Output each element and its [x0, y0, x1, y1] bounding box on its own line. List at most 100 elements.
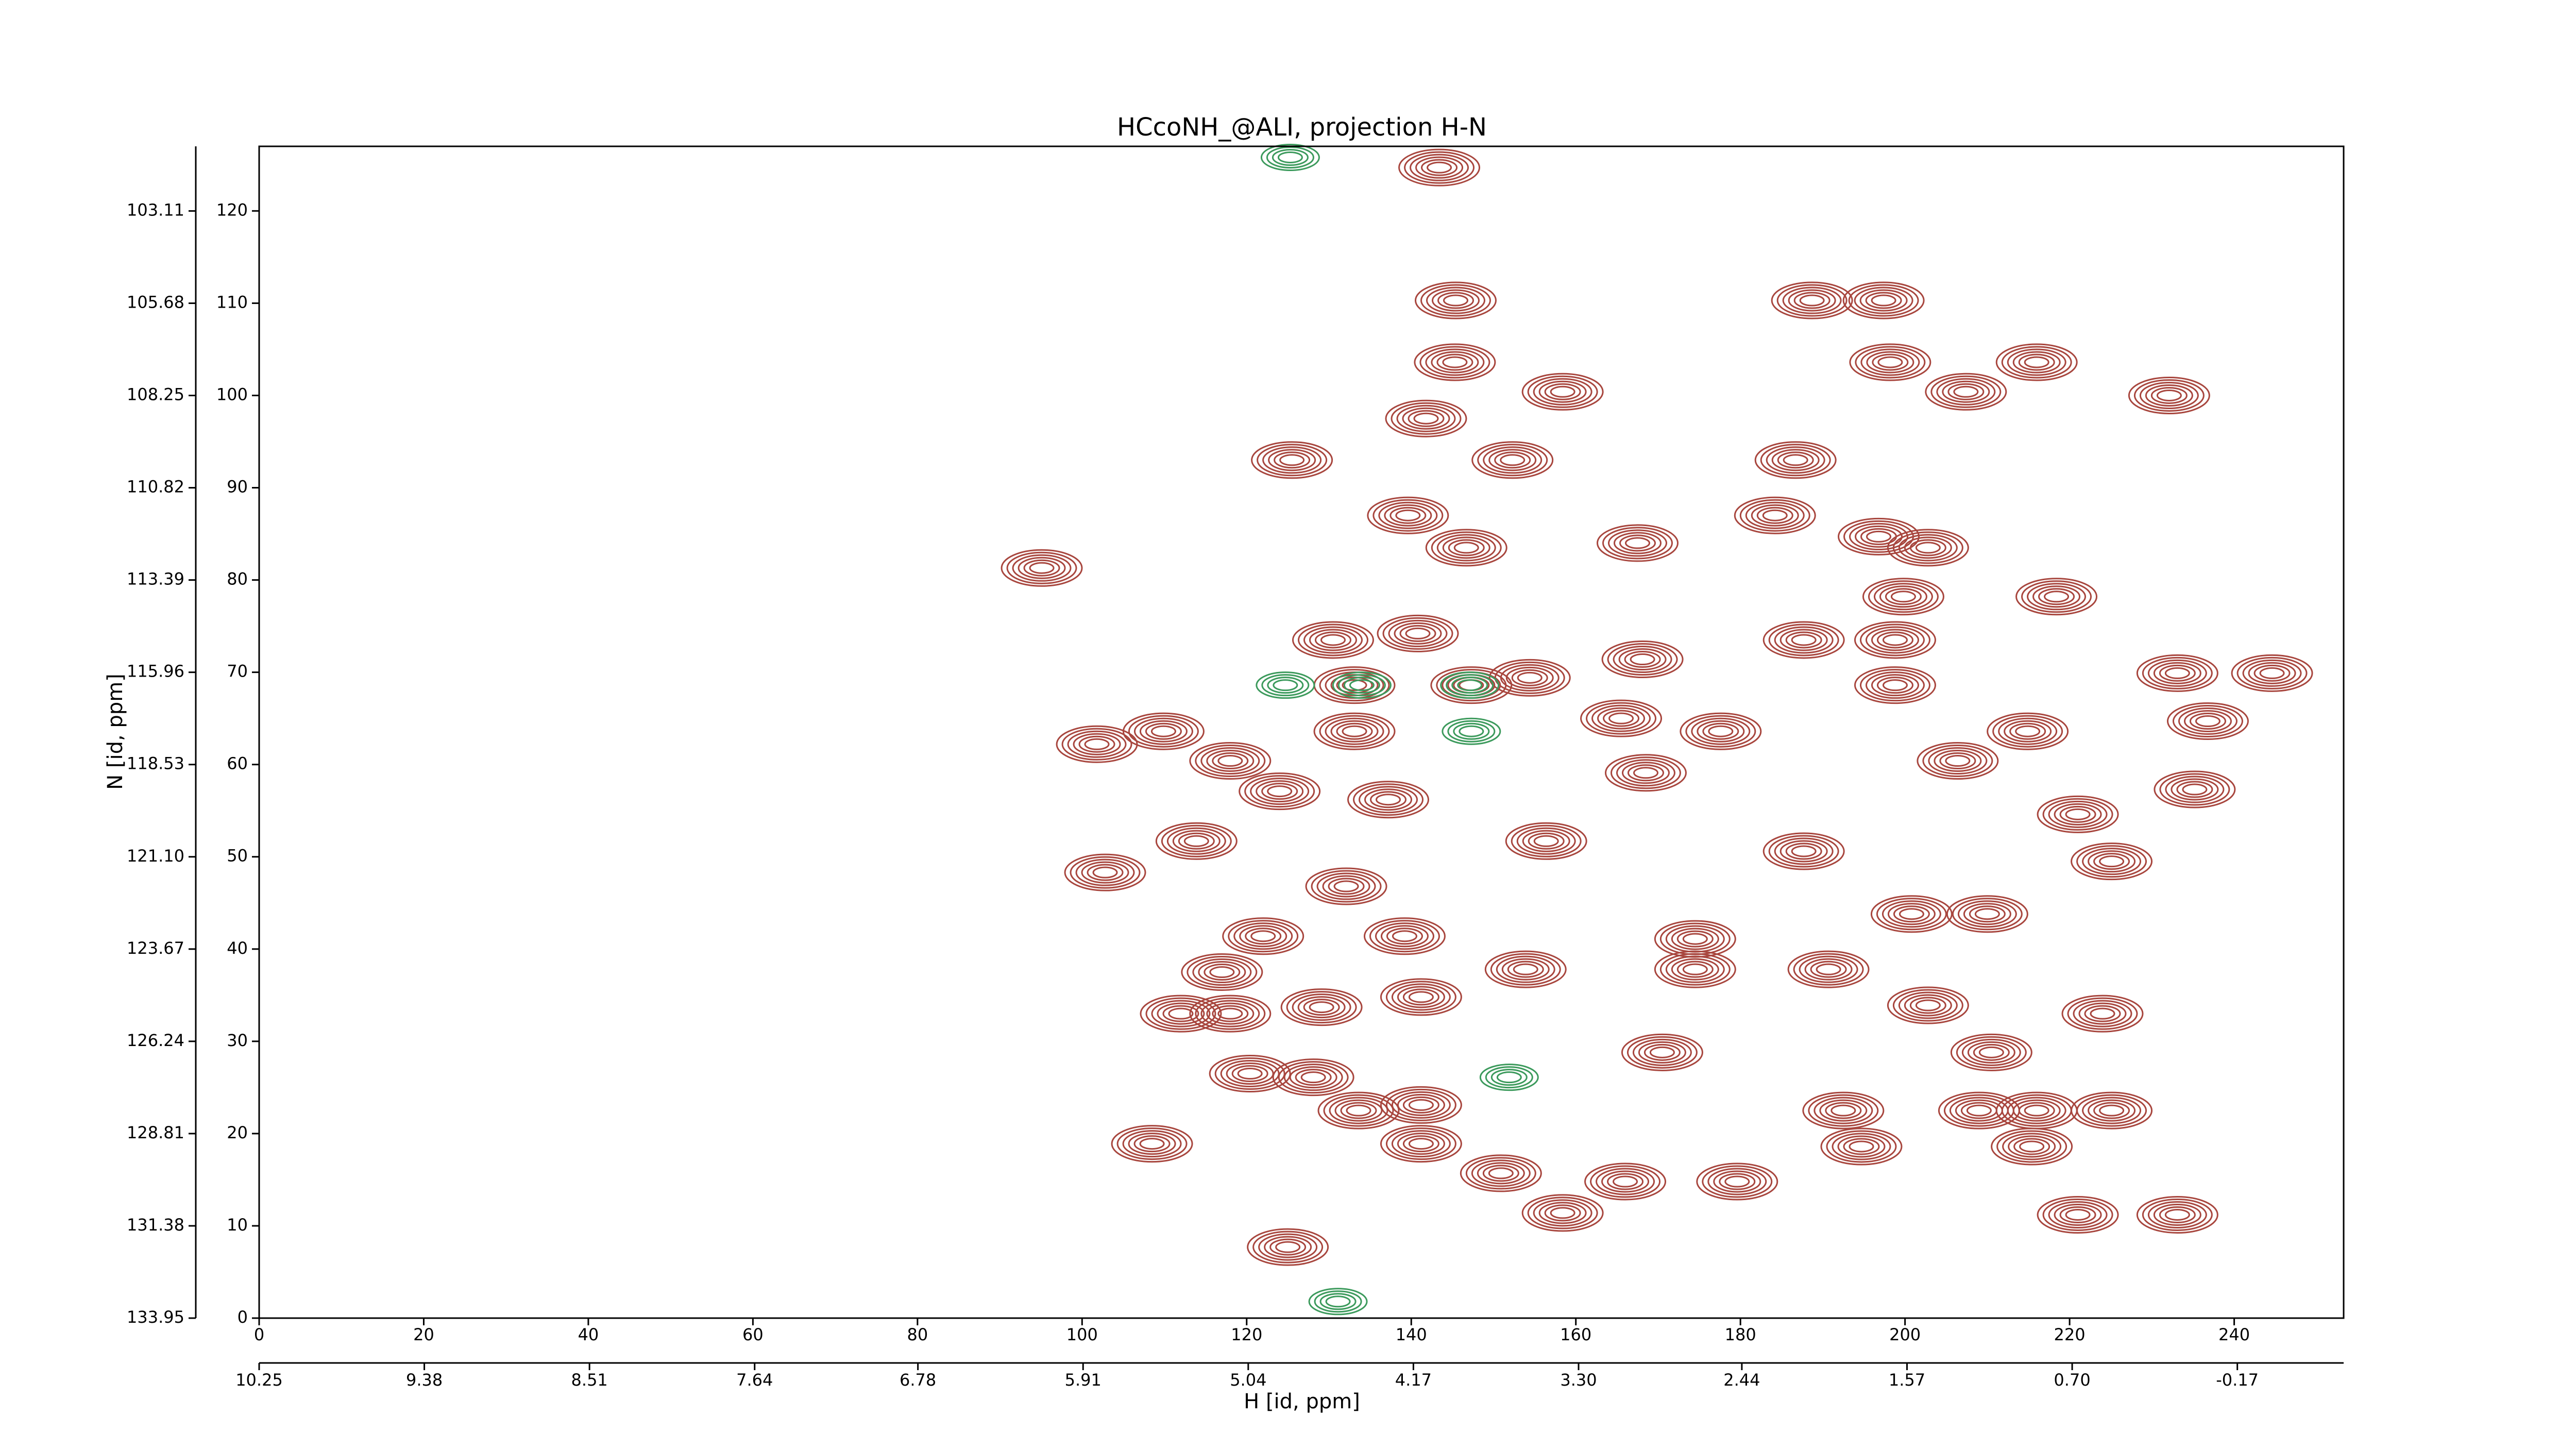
- contour-level: [1939, 752, 1976, 770]
- contour-level: [1909, 997, 1946, 1014]
- contour-level: [1950, 1033, 2032, 1071]
- peak: [1484, 950, 1567, 988]
- y-tick-label: 10: [227, 1215, 248, 1235]
- contour-level: [1166, 827, 1226, 855]
- x-tick-label: 160: [1560, 1325, 1591, 1344]
- contour-level: [1460, 1154, 1542, 1192]
- contour-level: [1178, 832, 1215, 850]
- contour-level: [1457, 679, 1483, 692]
- peak: [1181, 953, 1263, 991]
- peak: [1442, 717, 1501, 745]
- contour-level: [1220, 1060, 1280, 1088]
- peak: [1256, 671, 1315, 699]
- contour-level: [1286, 991, 1357, 1024]
- contour-level: [1754, 441, 1837, 479]
- contour-level: [1204, 964, 1241, 981]
- contour-level: [1300, 1071, 1326, 1084]
- contour-level: [2015, 578, 2098, 616]
- contour-level: [2172, 705, 2243, 738]
- contour-level: [1488, 1167, 1514, 1180]
- contour-level: [1756, 507, 1793, 524]
- contour-level: [1842, 281, 1925, 319]
- contour-level: [1442, 356, 1468, 368]
- contour-level: [2189, 713, 2226, 730]
- contour-level: [1762, 509, 1788, 521]
- contour-level: [2037, 795, 2119, 833]
- x-tick-label: 200: [1889, 1325, 1921, 1344]
- contour-level: [1309, 1001, 1334, 1014]
- contour-level: [1212, 752, 1249, 770]
- x2-tick-label: 10.25: [235, 1370, 283, 1390]
- contour-level: [1329, 1097, 1388, 1124]
- contour-level: [2142, 656, 2213, 689]
- contour-level: [1367, 496, 1449, 534]
- peak: [1280, 988, 1363, 1026]
- contour-level: [1871, 674, 1919, 697]
- contour-level: [1610, 756, 1681, 789]
- contour-level: [1369, 920, 1440, 953]
- contour-level: [1917, 742, 1999, 780]
- contour-level: [1122, 1130, 1182, 1158]
- contour-level: [1280, 988, 1363, 1026]
- contour-level: [1262, 446, 1322, 474]
- peak: [1414, 281, 1497, 319]
- contour-level: [1909, 539, 1946, 557]
- peak: [1189, 995, 1272, 1033]
- contour-level: [1122, 712, 1205, 750]
- x-tick-label: 100: [1066, 1325, 1098, 1344]
- contour-level: [1496, 955, 1555, 983]
- contour-level: [1278, 1061, 1349, 1094]
- contour-level: [1322, 875, 1370, 898]
- contour-level: [1283, 1064, 1343, 1091]
- contour-level: [2195, 715, 2221, 728]
- contour-level: [1279, 454, 1305, 466]
- contour-level: [2024, 1104, 2049, 1117]
- contour-level: [1707, 1168, 1767, 1195]
- contour-level: [1788, 289, 1836, 312]
- contour-level: [1892, 531, 1963, 564]
- contour-level: [1206, 750, 1255, 772]
- contour-level: [1616, 759, 1675, 787]
- peak: [2061, 995, 2144, 1033]
- contour-level: [1414, 281, 1497, 319]
- contour-level: [1386, 928, 1423, 945]
- contour-level: [1513, 963, 1538, 975]
- contour-level: [1440, 671, 1500, 699]
- y2-tick-label: 103.11: [127, 200, 184, 220]
- contour-level: [1590, 1165, 1661, 1198]
- peak: [1854, 621, 1936, 659]
- contour-level: [1325, 717, 1384, 745]
- contour-level: [1945, 755, 1971, 767]
- contour-level: [1877, 356, 1903, 368]
- contour-level: [1342, 679, 1367, 692]
- contour-level: [1925, 373, 2007, 411]
- contour-level: [1384, 504, 1432, 527]
- contour-level: [2071, 843, 2153, 881]
- contour-level: [2082, 848, 2142, 875]
- peak: [1521, 1194, 1604, 1232]
- contour-level: [1061, 728, 1132, 761]
- contour-level: [1206, 1002, 1255, 1025]
- contour-level: [1479, 1064, 1539, 1091]
- contour-level: [1426, 287, 1485, 314]
- contour-level: [1624, 651, 1661, 668]
- contour-level: [2048, 1201, 2108, 1228]
- contour-level: [2147, 1201, 2207, 1228]
- contour-level: [1887, 903, 1936, 925]
- contour-level: [1899, 908, 1924, 920]
- contour-level: [1995, 343, 2078, 381]
- contour-level: [1425, 348, 1485, 376]
- contour-level: [1372, 499, 1444, 532]
- y-tick-label: 90: [227, 477, 248, 497]
- contour-level: [1431, 531, 1502, 564]
- contour-level: [1872, 353, 1909, 371]
- peak: [1247, 1228, 1329, 1266]
- peak: [2037, 1195, 2119, 1234]
- contour-level: [1978, 1046, 2004, 1058]
- contour-level: [1214, 1057, 1285, 1090]
- contour-level: [2012, 1099, 2061, 1122]
- contour-level: [1591, 704, 1651, 732]
- contour-level: [1791, 845, 1817, 857]
- contour-level: [1702, 1165, 1773, 1198]
- contour-level: [2154, 770, 2236, 808]
